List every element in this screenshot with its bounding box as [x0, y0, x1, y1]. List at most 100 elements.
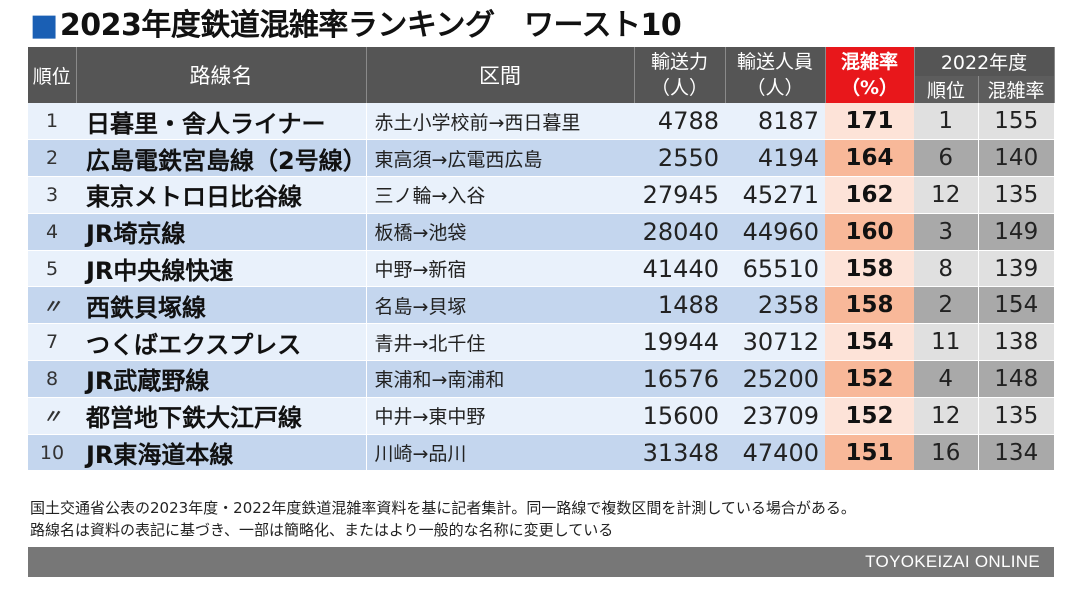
- cell-passengers: 30712: [725, 323, 825, 362]
- cell-section: 青井→北千住: [365, 323, 634, 362]
- title-text: 2023年度鉄道混雑率ランキング ワースト10: [59, 8, 682, 43]
- header-line: 路線名: [76, 47, 367, 103]
- cell-rank: 4: [28, 213, 76, 251]
- cell-prev-rank: 16: [914, 434, 978, 472]
- table-row: 1 日暮里・舎人ライナー 赤土小学校前→西日暮里 4788 8187 171 1 155: [28, 103, 1055, 141]
- cell-line-name: つくばエクスプレス: [76, 323, 366, 362]
- header-rank: 順位: [28, 47, 77, 103]
- cell-capacity: 15600: [634, 397, 725, 435]
- cell-line-name: JR東海道本線: [76, 434, 366, 472]
- cell-section: 東浦和→南浦和: [365, 360, 634, 398]
- header-passengers: 輸送人員 （人）: [725, 47, 826, 103]
- footer-credit: TOYOKEIZAI ONLINE: [28, 547, 1054, 577]
- cell-line-name: 広島電鉄宮島線（2号線）: [76, 139, 366, 178]
- cell-line-name: 西鉄貝塚線: [76, 286, 366, 325]
- source-note: 国土交通省公表の2023年度・2022年度鉄道混雑率資料を基に記者集計。同一路線…: [30, 497, 1060, 541]
- cell-rank: 1: [28, 103, 76, 141]
- header-prev-congestion: 混雑率: [978, 76, 1055, 103]
- cell-rank: 10: [28, 434, 76, 472]
- table-row: 2 広島電鉄宮島線（2号線） 東高須→広電西広島 2550 4194 164 6 140: [28, 139, 1055, 178]
- cell-rank: 3: [28, 176, 76, 214]
- ranking-table: 順位 路線名 区間 輸送力 （人） 輸送人員 （人） 混雑率 （%） 2022年…: [28, 47, 1055, 472]
- cell-rank: 〃: [28, 397, 76, 435]
- cell-rank: 8: [28, 360, 76, 398]
- table-row: 10 JR東海道本線 川崎→品川 31348 47400 151 16 134: [28, 434, 1055, 472]
- cell-prev-rank: 12: [914, 397, 978, 435]
- cell-prev-congestion: 155: [977, 103, 1055, 141]
- cell-section: 三ノ輪→入谷: [365, 176, 634, 214]
- cell-congestion: 158: [825, 250, 914, 288]
- cell-prev-congestion: 134: [977, 434, 1055, 472]
- cell-line-name: JR中央線快速: [76, 250, 366, 288]
- cell-capacity: 1488: [634, 286, 725, 325]
- cell-congestion: 154: [825, 323, 914, 362]
- cell-congestion: 152: [825, 397, 914, 435]
- cell-passengers: 65510: [725, 250, 825, 288]
- cell-section: 東高須→広電西広島: [365, 139, 634, 178]
- cell-prev-rank: 4: [914, 360, 978, 398]
- table-row: 4 JR埼京線 板橋→池袋 28040 44960 160 3 149: [28, 213, 1055, 251]
- cell-prev-congestion: 139: [977, 250, 1055, 288]
- cell-prev-rank: 1: [914, 103, 978, 141]
- cell-line-name: 日暮里・舎人ライナー: [76, 103, 366, 141]
- note-line-2: 路線名は資料の表記に基づき、一部は簡略化、またはより一般的な名称に変更している: [30, 521, 614, 539]
- cell-prev-congestion: 135: [977, 397, 1055, 435]
- cell-capacity: 41440: [634, 250, 725, 288]
- table-row: 7 つくばエクスプレス 青井→北千住 19944 30712 154 11 138: [28, 323, 1055, 362]
- cell-prev-congestion: 140: [977, 139, 1055, 178]
- cell-prev-rank: 6: [914, 139, 978, 178]
- cell-prev-rank: 11: [914, 323, 978, 362]
- table-row: 〃都営地下鉄大江戸線 中井→東中野 15600 23709 152 12 135: [28, 397, 1055, 435]
- cell-prev-congestion: 154: [977, 286, 1055, 325]
- header-congestion: 混雑率 （%）: [825, 47, 915, 103]
- cell-congestion: 164: [825, 139, 914, 178]
- page-title: ■2023年度鉄道混雑率ランキング ワースト10: [30, 6, 682, 46]
- cell-congestion: 160: [825, 213, 914, 251]
- header-congestion-unit: （%）: [840, 77, 899, 99]
- cell-capacity: 2550: [634, 139, 725, 178]
- header-congestion-label: 混雑率: [840, 51, 898, 73]
- cell-rank: 〃: [28, 286, 76, 325]
- cell-passengers: 47400: [725, 434, 825, 472]
- header-capacity-unit: （人）: [650, 77, 708, 99]
- cell-prev-congestion: 135: [977, 176, 1055, 214]
- cell-passengers: 2358: [725, 286, 825, 325]
- cell-capacity: 31348: [634, 434, 725, 472]
- header-prev-rank: 順位: [914, 76, 979, 103]
- cell-capacity: 16576: [634, 360, 725, 398]
- table-row: 〃西鉄貝塚線 名島→貝塚 1488 2358 158 2 154: [28, 286, 1055, 325]
- cell-passengers: 23709: [725, 397, 825, 435]
- cell-capacity: 19944: [634, 323, 725, 362]
- cell-passengers: 8187: [725, 103, 825, 141]
- cell-section: 川崎→品川: [365, 434, 634, 472]
- cell-congestion: 158: [825, 286, 914, 325]
- cell-prev-congestion: 138: [977, 323, 1055, 362]
- header-capacity: 輸送力 （人）: [634, 47, 726, 103]
- cell-passengers: 45271: [725, 176, 825, 214]
- cell-section: 赤土小学校前→西日暮里: [365, 103, 634, 141]
- header-capacity-label: 輸送力: [650, 51, 708, 73]
- cell-line-name: JR武蔵野線: [76, 360, 366, 398]
- title-square-mark: ■: [30, 8, 58, 43]
- header-passengers-label: 輸送人員: [736, 51, 813, 73]
- cell-section: 中井→東中野: [365, 397, 634, 435]
- cell-passengers: 4194: [725, 139, 825, 178]
- cell-congestion: 152: [825, 360, 914, 398]
- cell-rank: 2: [28, 139, 76, 178]
- header-prev-year: 2022年度: [914, 47, 1055, 76]
- cell-rank: 7: [28, 323, 76, 362]
- note-line-1: 国土交通省公表の2023年度・2022年度鉄道混雑率資料を基に記者集計。同一路線…: [30, 499, 856, 517]
- table-body: 1 日暮里・舎人ライナー 赤土小学校前→西日暮里 4788 8187 171 1 155 2 広島…: [28, 103, 1055, 472]
- cell-line-name: 東京メトロ日比谷線: [76, 176, 366, 214]
- table-row: 5 JR中央線快速 中野→新宿 41440 65510 158 8 139: [28, 250, 1055, 288]
- cell-congestion: 162: [825, 176, 914, 214]
- cell-congestion: 171: [825, 103, 914, 141]
- header-passengers-unit: （人）: [746, 77, 804, 99]
- cell-line-name: JR埼京線: [76, 213, 366, 251]
- cell-line-name: 都営地下鉄大江戸線: [76, 397, 366, 435]
- cell-capacity: 27945: [634, 176, 725, 214]
- cell-prev-rank: 2: [914, 286, 978, 325]
- cell-prev-rank: 3: [914, 213, 978, 251]
- cell-passengers: 25200: [725, 360, 825, 398]
- cell-section: 板橋→池袋: [365, 213, 634, 251]
